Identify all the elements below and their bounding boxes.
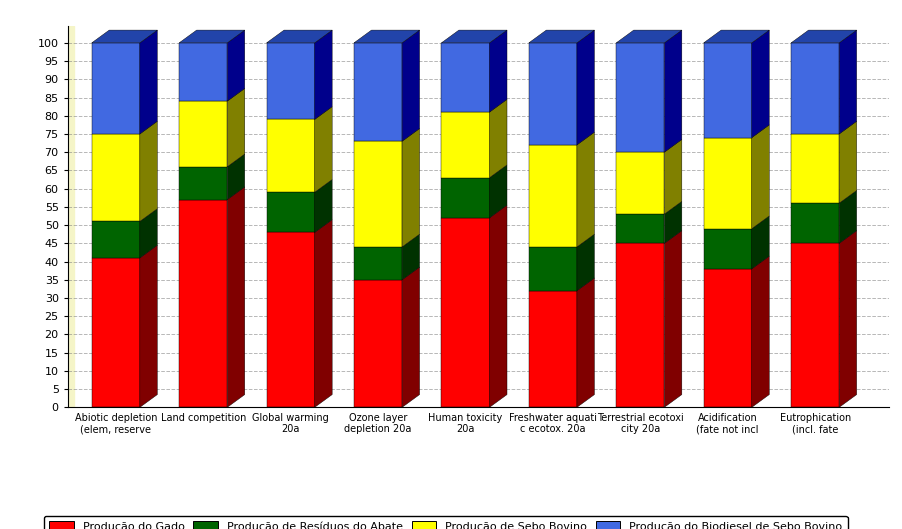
Polygon shape [790, 30, 856, 43]
Polygon shape [179, 199, 227, 407]
Polygon shape [615, 243, 664, 407]
Polygon shape [615, 43, 664, 152]
Polygon shape [838, 30, 856, 134]
Polygon shape [441, 218, 489, 407]
Polygon shape [838, 231, 856, 407]
Polygon shape [703, 138, 751, 229]
Polygon shape [489, 165, 506, 218]
Polygon shape [489, 205, 506, 407]
Polygon shape [140, 30, 157, 134]
Polygon shape [140, 208, 157, 258]
Polygon shape [354, 141, 401, 247]
Polygon shape [441, 30, 506, 43]
Polygon shape [140, 121, 157, 222]
Polygon shape [401, 30, 419, 141]
Polygon shape [227, 88, 244, 167]
Polygon shape [489, 99, 506, 178]
Polygon shape [266, 43, 314, 120]
Polygon shape [529, 247, 576, 291]
Polygon shape [751, 30, 769, 138]
Polygon shape [266, 192, 314, 232]
Polygon shape [751, 256, 769, 407]
Polygon shape [441, 112, 489, 178]
Polygon shape [401, 267, 419, 407]
Polygon shape [179, 43, 227, 101]
Polygon shape [576, 234, 594, 291]
Polygon shape [179, 30, 244, 43]
Polygon shape [441, 43, 489, 112]
Polygon shape [703, 229, 751, 269]
Polygon shape [615, 152, 664, 214]
Polygon shape [354, 247, 401, 280]
Polygon shape [790, 43, 838, 134]
Polygon shape [790, 243, 838, 407]
Polygon shape [92, 222, 140, 258]
Polygon shape [703, 269, 751, 407]
Polygon shape [664, 231, 681, 407]
Polygon shape [314, 220, 332, 407]
Polygon shape [227, 187, 244, 407]
Polygon shape [314, 107, 332, 192]
Polygon shape [529, 43, 576, 145]
Polygon shape [266, 30, 332, 43]
Polygon shape [401, 234, 419, 280]
Polygon shape [314, 179, 332, 232]
Polygon shape [354, 43, 401, 141]
Polygon shape [401, 129, 419, 247]
Polygon shape [529, 30, 594, 43]
Polygon shape [615, 30, 681, 43]
Polygon shape [314, 30, 332, 120]
Polygon shape [576, 30, 594, 145]
Polygon shape [838, 190, 856, 243]
Polygon shape [92, 43, 140, 134]
Legend: Produção do Gado, Produção de Resíduos do Abate, Produção de Sebo Bovino, Produç: Produção do Gado, Produção de Resíduos d… [43, 516, 847, 529]
Polygon shape [664, 140, 681, 214]
Polygon shape [227, 154, 244, 199]
Polygon shape [615, 214, 664, 243]
Polygon shape [179, 167, 227, 199]
Polygon shape [529, 291, 576, 407]
Polygon shape [838, 121, 856, 203]
Polygon shape [489, 30, 506, 112]
Polygon shape [664, 202, 681, 243]
Polygon shape [354, 30, 419, 43]
Polygon shape [751, 216, 769, 269]
Polygon shape [790, 134, 838, 203]
Polygon shape [92, 258, 140, 407]
Polygon shape [703, 30, 769, 43]
Polygon shape [664, 30, 681, 152]
Polygon shape [179, 101, 227, 167]
Polygon shape [92, 30, 157, 43]
Polygon shape [266, 120, 314, 192]
Polygon shape [751, 125, 769, 229]
Polygon shape [227, 30, 244, 101]
Bar [54, 26, 74, 407]
Polygon shape [140, 245, 157, 407]
Polygon shape [576, 278, 594, 407]
Polygon shape [441, 178, 489, 218]
Polygon shape [790, 203, 838, 243]
Polygon shape [92, 134, 140, 222]
Polygon shape [703, 43, 751, 138]
Polygon shape [529, 145, 576, 247]
Polygon shape [576, 132, 594, 247]
Polygon shape [266, 232, 314, 407]
Polygon shape [354, 280, 401, 407]
